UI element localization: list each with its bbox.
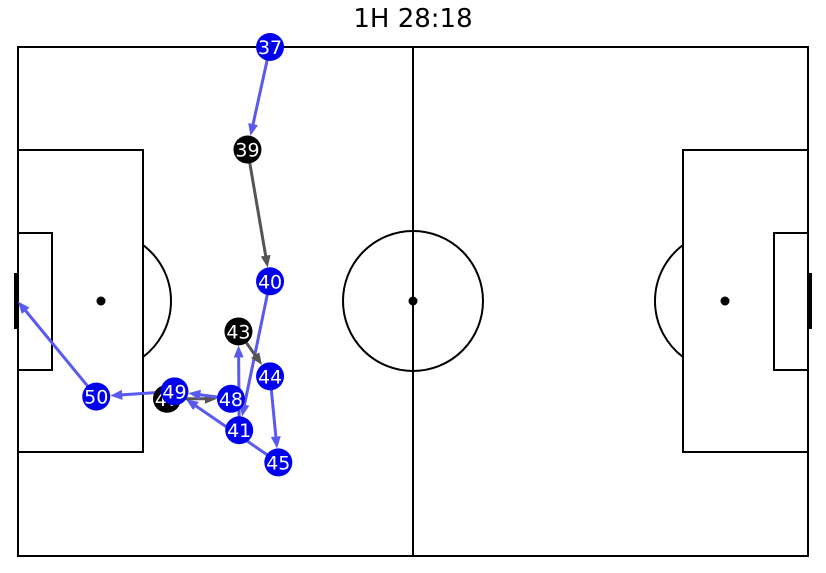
- event-number-label: 50: [84, 387, 108, 409]
- event-number-label: 37: [258, 37, 282, 59]
- pass-arrowhead: [248, 123, 258, 136]
- event-marker: 37: [256, 33, 285, 61]
- event-marker: 48: [216, 384, 245, 413]
- right-penalty-spot: [720, 296, 730, 306]
- event-marker: 45: [264, 448, 293, 477]
- event-dot: [264, 448, 293, 477]
- event-marker: 44: [256, 362, 285, 391]
- right-goal-area: [773, 232, 809, 371]
- chart-title: 1H 28:18: [353, 4, 473, 34]
- pass-line: [245, 149, 269, 262]
- event-dot: [256, 362, 285, 391]
- event-number-label: 45: [266, 452, 290, 474]
- center-spot: [408, 296, 418, 306]
- event-number-label: 44: [258, 366, 282, 388]
- pass-arrowhead: [270, 436, 281, 449]
- pass-arrowhead: [186, 399, 199, 411]
- center-circle: [342, 230, 484, 372]
- event-number-label: 49: [162, 381, 186, 403]
- event-number-label: 39: [235, 140, 259, 162]
- left-penalty-spot: [96, 296, 106, 306]
- event-dot: [82, 382, 111, 411]
- left-penalty-area: [17, 149, 144, 453]
- event-marker: 39: [233, 135, 262, 164]
- event-dot: [224, 317, 253, 346]
- event-marker: 43: [224, 317, 253, 346]
- event-dot: [225, 416, 254, 445]
- right-penalty-arc: [654, 244, 684, 358]
- events-layer: 3739404143444547484950: [82, 33, 293, 477]
- event-dot: [256, 33, 285, 61]
- pass-arrowhead: [260, 254, 271, 268]
- pass-line: [20, 305, 98, 398]
- event-dot: [216, 384, 245, 413]
- event-dot: [256, 267, 285, 296]
- event-dot: [160, 377, 189, 406]
- event-number-label: 48: [219, 389, 243, 411]
- event-marker: 41: [225, 416, 254, 445]
- event-number-label: 43: [226, 321, 250, 343]
- event-marker: 40: [256, 267, 285, 296]
- pass-arrowhead: [110, 389, 123, 400]
- left-goal-area: [17, 232, 53, 371]
- pass-line: [250, 46, 272, 131]
- event-dot: [233, 135, 262, 164]
- event-number-label: 41: [227, 420, 251, 442]
- pass-arrowhead: [188, 389, 201, 400]
- right-penalty-area: [682, 149, 809, 453]
- pass-arrowhead: [18, 301, 30, 314]
- event-marker: 50: [82, 382, 111, 411]
- left-penalty-arc: [142, 244, 172, 358]
- event-marker: 49: [160, 377, 189, 406]
- event-number-label: 40: [258, 271, 282, 293]
- pass-arrowhead: [250, 352, 262, 365]
- pass-line: [241, 280, 272, 411]
- pass-arrowhead: [233, 345, 244, 358]
